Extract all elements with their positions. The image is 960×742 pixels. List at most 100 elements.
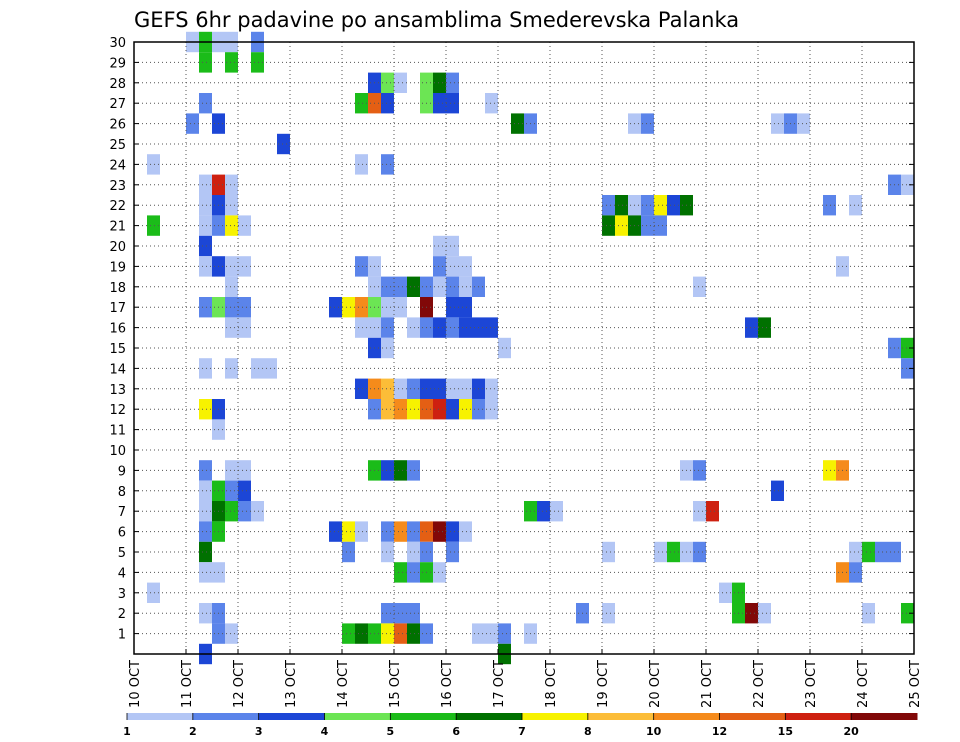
chart-title: GEFS 6hr padavine po ansamblima Smederev…	[134, 8, 739, 32]
heatmap-cell	[342, 623, 355, 644]
heatmap-cell	[667, 541, 680, 563]
y-tick-label: 2	[118, 607, 126, 622]
heatmap-cell	[602, 195, 615, 216]
heatmap-cell	[459, 521, 472, 542]
legend-label: 15	[778, 725, 793, 738]
heatmap-cell	[446, 317, 459, 338]
y-tick-label: 5	[118, 546, 126, 561]
y-tick-label: 6	[118, 526, 126, 541]
heatmap-cell	[199, 603, 212, 624]
legend-label: 6	[452, 725, 460, 738]
heatmap-cell	[901, 603, 914, 624]
x-tick-label: 10 OCT	[128, 660, 143, 708]
y-tick-label: 18	[109, 281, 126, 296]
heatmap-cell	[199, 460, 212, 481]
heatmap-cell	[238, 480, 251, 501]
x-tick-label: 23 OCT	[804, 660, 819, 708]
heatmap-cell	[199, 256, 212, 277]
legend-label: 12	[712, 725, 727, 738]
x-tick-label: 13 OCT	[284, 660, 299, 708]
heatmap-cell	[459, 256, 472, 277]
heatmap-cell	[199, 93, 212, 114]
heatmap-cell	[199, 501, 212, 522]
y-tick-label: 21	[109, 220, 126, 235]
heatmap-cell	[147, 215, 160, 236]
x-tick-label: 25 OCT	[908, 660, 923, 708]
heatmap-cell	[381, 603, 394, 624]
heatmap-cell	[745, 603, 758, 624]
heatmap-cell	[238, 317, 251, 338]
heatmap-cell	[901, 337, 914, 359]
heatmap-cell	[355, 256, 368, 277]
x-tick-label: 12 OCT	[232, 660, 247, 708]
heatmap-cell	[862, 603, 875, 624]
x-tick-label: 16 OCT	[440, 660, 455, 708]
legend-label: 4	[321, 725, 329, 738]
heatmap-cell	[446, 256, 459, 277]
heatmap-cell	[225, 174, 238, 195]
heatmap-cell	[251, 358, 264, 379]
heatmap-cell	[238, 256, 251, 277]
legend-label: 7	[518, 725, 526, 738]
heatmap-cell	[602, 603, 615, 624]
heatmap-cell	[407, 603, 420, 624]
heatmap-cell	[641, 113, 654, 134]
heatmap-cell	[498, 337, 511, 359]
legend-label: 8	[584, 725, 592, 738]
y-axis-labels: 1234567891011121314151617181920212223242…	[109, 36, 126, 643]
heatmap-cell	[433, 378, 446, 399]
legend-swatch	[456, 713, 523, 720]
heatmap-cell	[394, 378, 407, 399]
x-tick-label: 21 OCT	[700, 660, 715, 708]
y-tick-label: 24	[109, 158, 126, 173]
heatmap-cell	[199, 562, 212, 583]
y-tick-label: 28	[109, 77, 126, 92]
heatmap-cell	[654, 215, 667, 236]
heatmap-cell	[355, 378, 368, 399]
legend-swatch	[258, 713, 325, 720]
heatmap-cell	[251, 52, 264, 73]
heatmap-cell	[238, 501, 251, 522]
heatmap-cell	[394, 276, 407, 297]
legend-swatch	[719, 713, 786, 720]
legend-swatch	[522, 713, 589, 720]
heatmap-cell	[641, 195, 654, 216]
heatmap-cell	[225, 501, 238, 522]
heatmap-cell	[849, 562, 862, 583]
x-tick-label: 24 OCT	[856, 660, 871, 708]
heatmap-cell	[394, 623, 407, 644]
heatmap-cell	[693, 460, 706, 481]
heatmap-cell	[407, 378, 420, 399]
y-tick-label: 14	[109, 362, 126, 377]
heatmap-cell	[199, 52, 212, 73]
heatmap-cell	[407, 276, 420, 297]
y-tick-label: 30	[109, 36, 126, 51]
heatmap-cell	[758, 603, 771, 624]
y-tick-label: 19	[109, 260, 126, 275]
heatmap-cell	[550, 501, 563, 522]
heatmap-cell	[654, 195, 667, 216]
y-tick-label: 26	[109, 118, 126, 133]
legend-swatch	[324, 713, 391, 720]
y-tick-label: 7	[118, 505, 126, 520]
y-tick-label: 29	[109, 56, 126, 71]
heatmap-cell	[485, 623, 498, 644]
heatmap-cell	[862, 541, 875, 563]
heatmap-cell	[381, 460, 394, 481]
legend-swatch	[192, 713, 260, 720]
heatmap-cell	[355, 623, 368, 644]
heatmap-cell	[901, 174, 914, 195]
heatmap-cell	[459, 276, 472, 297]
heatmap-cell	[433, 276, 446, 297]
heatmap-cell	[355, 521, 368, 542]
heatmap-cell	[199, 358, 212, 379]
y-tick-label: 25	[109, 138, 126, 153]
y-tick-label: 8	[118, 485, 126, 500]
heatmap-cell	[225, 276, 238, 297]
heatmap-cell	[381, 623, 394, 644]
heatmap-cell	[433, 93, 446, 114]
legend-swatch	[785, 713, 852, 720]
heatmap-cell	[602, 215, 615, 236]
heatmap-cell	[394, 603, 407, 624]
y-tick-label: 17	[109, 301, 126, 316]
